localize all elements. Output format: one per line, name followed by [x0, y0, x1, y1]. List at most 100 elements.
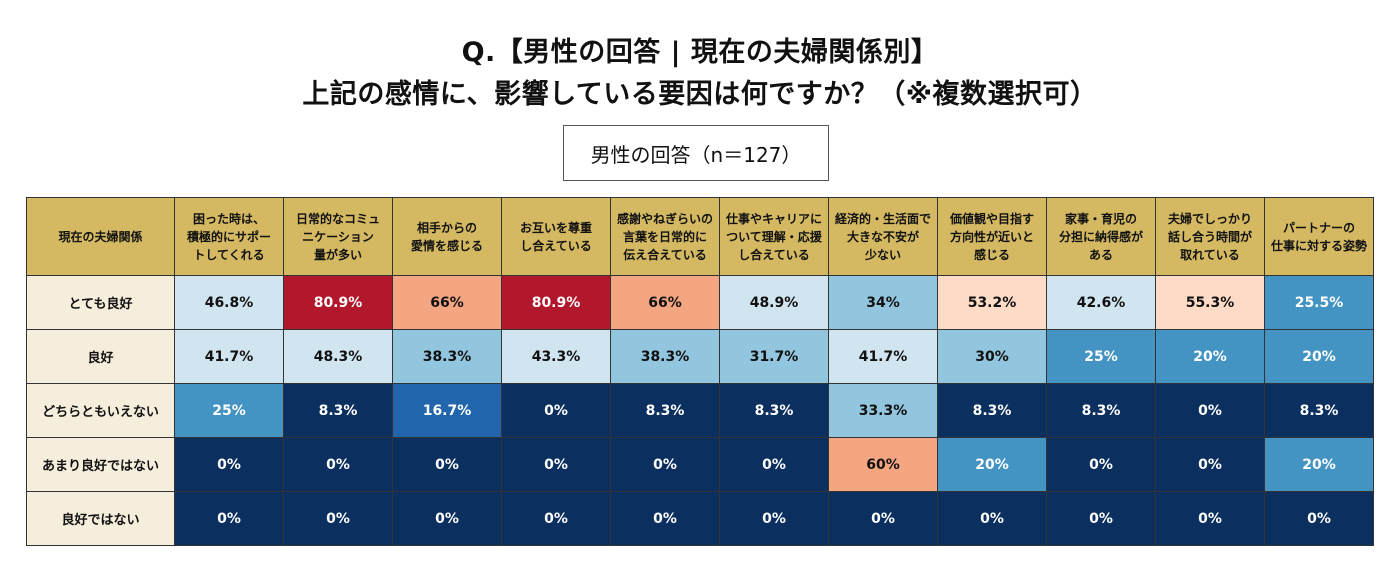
heatmap-cell: 0%	[392, 437, 502, 492]
column-header-line: 愛情を感じる	[410, 238, 483, 253]
heatmap-cell: 16.7%	[392, 383, 502, 438]
heatmap-cell: 20%	[1264, 437, 1374, 492]
heatmap-cell: 60%	[828, 437, 938, 492]
table-row: あまり良好ではない 0% 0% 0% 0% 0% 0% 60% 20% 0% 0% 20%	[26, 437, 1374, 492]
column-header-line: ある	[1088, 247, 1113, 262]
heatmap-cell: 30%	[937, 329, 1047, 384]
heatmap-cell: 41.7%	[828, 329, 938, 384]
column-header-line: 感謝やねぎらいの	[616, 211, 713, 226]
column-header-line: し合えている	[738, 247, 810, 262]
heatmap-cell: 8.3%	[719, 383, 829, 438]
heatmap-cell: 66%	[610, 275, 720, 330]
table-row: 良好 41.7% 48.3% 38.3% 43.3% 38.3% 31.7% 41.7% 30%…	[26, 329, 1374, 384]
heatmap-cell: 8.3%	[937, 383, 1047, 438]
column-header-line: お互いを尊重	[519, 220, 592, 235]
heatmap-cell: 0%	[174, 437, 284, 492]
column-header: 経済的・生活面で 大きな不安が 少ない	[828, 197, 938, 276]
column-header: 仕事やキャリアに ついて理解・応援 し合えている	[719, 197, 829, 276]
heatmap-cell: 80.9%	[501, 275, 611, 330]
heatmap-cell: 0%	[501, 437, 611, 492]
heatmap-cell: 42.6%	[1046, 275, 1156, 330]
heatmap-cell: 25%	[1046, 329, 1156, 384]
column-header-line: 仕事やキャリアに	[725, 211, 822, 226]
heatmap-cell: 0%	[828, 491, 938, 546]
column-header: 相手からの愛情を感じる	[392, 197, 502, 276]
heatmap-cell: 0%	[283, 491, 393, 546]
heatmap-cell: 38.3%	[392, 329, 502, 384]
column-header-line: ニケーション	[302, 229, 374, 244]
heatmap-cell: 0%	[719, 437, 829, 492]
row-label: 良好ではない	[26, 491, 175, 546]
table-row: どちらともいえない 25% 8.3% 16.7% 0% 8.3% 8.3% 33.3% 8.3%…	[26, 383, 1374, 438]
heatmap-cell: 33.3%	[828, 383, 938, 438]
row-label: とても良好	[26, 275, 175, 330]
sample-size-label: 男性の回答（n＝127）	[563, 125, 829, 181]
heatmap-cell: 48.9%	[719, 275, 829, 330]
heatmap-cell: 0%	[1155, 383, 1265, 438]
heatmap-cell: 0%	[501, 491, 611, 546]
heatmap-cell: 0%	[610, 491, 720, 546]
column-header-line: ついて理解・応援	[726, 229, 822, 244]
column-header-line: 家事・育児の	[1064, 211, 1137, 226]
row-label: どちらともいえない	[26, 383, 175, 438]
column-header-line: 伝え合えている	[623, 247, 707, 262]
heatmap-cell: 0%	[174, 491, 284, 546]
chart-title-line2: 上記の感情に、影響している要因は何ですか？（※複数選択可）	[302, 79, 1098, 110]
table-row: 良好ではない 0% 0% 0% 0% 0% 0% 0% 0% 0% 0% 0%	[26, 491, 1374, 546]
column-header-line: 量が多い	[313, 247, 362, 262]
heatmap-cell: 0%	[610, 437, 720, 492]
column-header-line: 積極的にサポー	[186, 229, 271, 244]
heatmap-cell: 0%	[1264, 491, 1374, 546]
heatmap-cell: 0%	[1046, 437, 1156, 492]
heatmap-cell: 0%	[1046, 491, 1156, 546]
heatmap-cell: 0%	[392, 491, 502, 546]
heatmap-cell: 53.2%	[937, 275, 1047, 330]
column-header: 家事・育児の 分担に納得感が ある	[1046, 197, 1156, 276]
heatmap-cell: 66%	[392, 275, 502, 330]
heatmap-cell: 25%	[174, 383, 284, 438]
heatmap-cell: 0%	[501, 383, 611, 438]
heatmap-cell: 20%	[1264, 329, 1374, 384]
heatmap-cell: 0%	[283, 437, 393, 492]
column-header: パートナーの 仕事に対する姿勢	[1264, 197, 1374, 276]
column-header-line: 仕事に対する姿勢	[1270, 238, 1367, 253]
heatmap-cell: 55.3%	[1155, 275, 1265, 330]
column-header-line: 感じる	[973, 247, 1010, 262]
heatmap-cell: 8.3%	[610, 383, 720, 438]
column-header-line: 相手からの	[416, 220, 477, 235]
heatmap-cell: 8.3%	[1264, 383, 1374, 438]
column-header: 困った時は、 積極的にサポー トしてくれる	[174, 197, 284, 276]
heatmap-cell: 0%	[937, 491, 1047, 546]
corner-header: 現在の夫婦関係	[26, 197, 175, 276]
heatmap-cell: 48.3%	[283, 329, 393, 384]
heatmap-cell: 43.3%	[501, 329, 611, 384]
heatmap-cell: 0%	[719, 491, 829, 546]
heatmap-cell: 20%	[937, 437, 1047, 492]
column-header: 日常的なコミュ ニケーション 量が多い	[283, 197, 393, 276]
column-header: 価値観や目指す 方向性が近いと 感じる	[937, 197, 1047, 276]
row-label: 良好	[26, 329, 175, 384]
column-header-line: 少ない	[864, 247, 901, 262]
column-header-line: 分担に納得感が	[1058, 229, 1143, 244]
column-header: 感謝やねぎらいの 言葉を日常的に 伝え合えている	[610, 197, 720, 276]
heatmap-cell: 34%	[828, 275, 938, 330]
column-header-line: 言葉を日常的に	[622, 229, 707, 244]
column-header-line: 大きな不安が	[846, 229, 919, 244]
column-header-line: 困った時は、	[192, 211, 265, 226]
column-header-line: 夫婦でしっかり	[1167, 211, 1252, 226]
heatmap-cell: 8.3%	[1046, 383, 1156, 438]
heatmap-cell: 20%	[1155, 329, 1265, 384]
column-header-line: 取れている	[1180, 247, 1240, 262]
column-header: 夫婦でしっかり 話し合う時間が 取れている	[1155, 197, 1265, 276]
heatmap-cell: 0%	[1155, 437, 1265, 492]
heatmap-cell: 31.7%	[719, 329, 829, 384]
heatmap-cell: 41.7%	[174, 329, 284, 384]
table-row: とても良好 46.8% 80.9% 66% 80.9% 66% 48.9% 34% 53.2% 4…	[26, 275, 1374, 330]
row-label: あまり良好ではない	[26, 437, 175, 492]
heatmap-cell: 0%	[1155, 491, 1265, 546]
column-header-line: 経済的・生活面で	[834, 211, 931, 226]
heatmap-cell: 25.5%	[1264, 275, 1374, 330]
column-header-line: 価値観や目指す	[949, 211, 1034, 226]
column-header-line: 日常的なコミュ	[295, 211, 380, 226]
heatmap-cell: 46.8%	[174, 275, 284, 330]
